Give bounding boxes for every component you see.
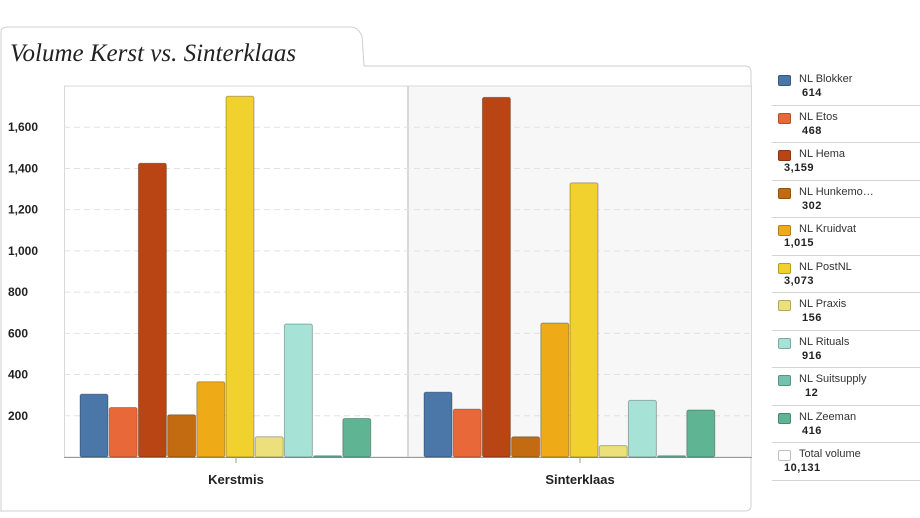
bar: [481, 96, 511, 458]
legend-series-total: 156: [802, 312, 822, 324]
y-tick-label: 1,400: [8, 161, 38, 175]
legend-series-total: 614: [802, 87, 822, 99]
legend-series-name: NL PostNL: [799, 260, 852, 273]
legend-item[interactable]: NL Rituals 916: [772, 331, 920, 368]
bar: [137, 162, 167, 458]
legend-series-name: NL Hunkemo…: [799, 185, 874, 198]
panel-frame: [0, 26, 752, 512]
x-tick-label: Kerstmis: [208, 472, 264, 487]
legend: NL Blokker 614 NL Etos 468 NL Hema 3,159 NL Hu…: [772, 68, 920, 481]
bar: [657, 455, 687, 458]
legend-series-total: 916: [802, 349, 822, 362]
legend-swatch: [778, 187, 791, 199]
legend-swatch: [778, 75, 791, 86]
legend-series-name: NL Kruidvat: [799, 223, 857, 235]
legend-series-name: NL Hema: [799, 148, 846, 160]
bar: [313, 455, 343, 458]
bar: [225, 95, 255, 458]
legend-series-total: 1,015: [784, 237, 815, 249]
y-tick-label: 1,000: [8, 244, 38, 258]
y-tick-label: 400: [8, 368, 28, 382]
legend-item[interactable]: NL Zeeman 416: [772, 406, 920, 443]
y-tick-label: 600: [8, 326, 28, 340]
legend-item[interactable]: Total volume 10,131: [772, 443, 920, 481]
y-tick-label: 1,600: [8, 120, 38, 134]
bar: [511, 436, 541, 458]
bar: [423, 391, 453, 458]
bar: [283, 323, 313, 458]
y-tick-label: 200: [8, 409, 28, 423]
bar: [167, 414, 197, 458]
legend-swatch: [778, 150, 791, 161]
bar: [196, 381, 226, 458]
y-tick-label: 1,200: [8, 203, 38, 217]
legend-series-total: 3,159: [784, 162, 815, 174]
bar: [627, 399, 657, 458]
bar: [79, 393, 109, 458]
legend-series-total: 302: [802, 199, 822, 212]
legend-series-name: NL Etos: [799, 110, 838, 123]
bar: [342, 417, 372, 458]
bar: [108, 407, 138, 458]
legend-swatch: [778, 375, 791, 386]
legend-series-name: NL Zeeman: [799, 410, 857, 423]
legend-swatch: [778, 262, 791, 274]
legend-series-total: 416: [802, 424, 822, 437]
legend-swatch: [778, 337, 791, 349]
x-tick-label: Sinterklaas: [545, 472, 614, 487]
legend-item[interactable]: NL Hema 3,159: [772, 143, 920, 181]
legend-item[interactable]: NL Kruidvat 1,015: [772, 218, 920, 256]
legend-item[interactable]: NL Hunkemo… 302: [772, 181, 920, 218]
bar: [569, 182, 599, 458]
legend-item[interactable]: NL PostNL 3,073: [772, 256, 920, 293]
bar: [686, 409, 716, 458]
legend-item[interactable]: NL Suitsupply 12: [772, 368, 920, 406]
legend-swatch: [778, 112, 791, 124]
legend-series-total: 10,131: [784, 462, 821, 474]
legend-series-total: 3,073: [784, 274, 815, 287]
bar: [598, 445, 628, 458]
legend-item[interactable]: NL Etos 468: [772, 106, 920, 143]
legend-series-name: NL Suitsupply: [799, 373, 867, 385]
legend-series-name: NL Blokker: [799, 73, 853, 85]
legend-swatch: [778, 450, 791, 461]
chart-title: Volume Kerst vs. Sinterklaas: [10, 40, 297, 67]
bar: [540, 322, 570, 458]
legend-series-total: 12: [805, 387, 819, 399]
legend-swatch: [778, 225, 791, 236]
legend-swatch: [778, 300, 791, 311]
bar-chart: 200 400 600 800 1,000 1,200 1,400 1,600 Kerstmis…: [8, 85, 752, 487]
y-tick-label: 800: [8, 285, 28, 299]
bar: [452, 408, 482, 458]
legend-swatch: [778, 412, 791, 424]
legend-series-total: 468: [802, 124, 822, 137]
legend-item[interactable]: NL Praxis 156: [772, 293, 920, 331]
chart-panel: [0, 26, 752, 512]
bar: [254, 436, 284, 458]
legend-series-name: NL Praxis: [799, 298, 847, 310]
legend-series-name: Total volume: [799, 448, 861, 460]
legend-item[interactable]: NL Blokker 614: [772, 68, 920, 106]
legend-series-name: NL Rituals: [799, 335, 850, 348]
